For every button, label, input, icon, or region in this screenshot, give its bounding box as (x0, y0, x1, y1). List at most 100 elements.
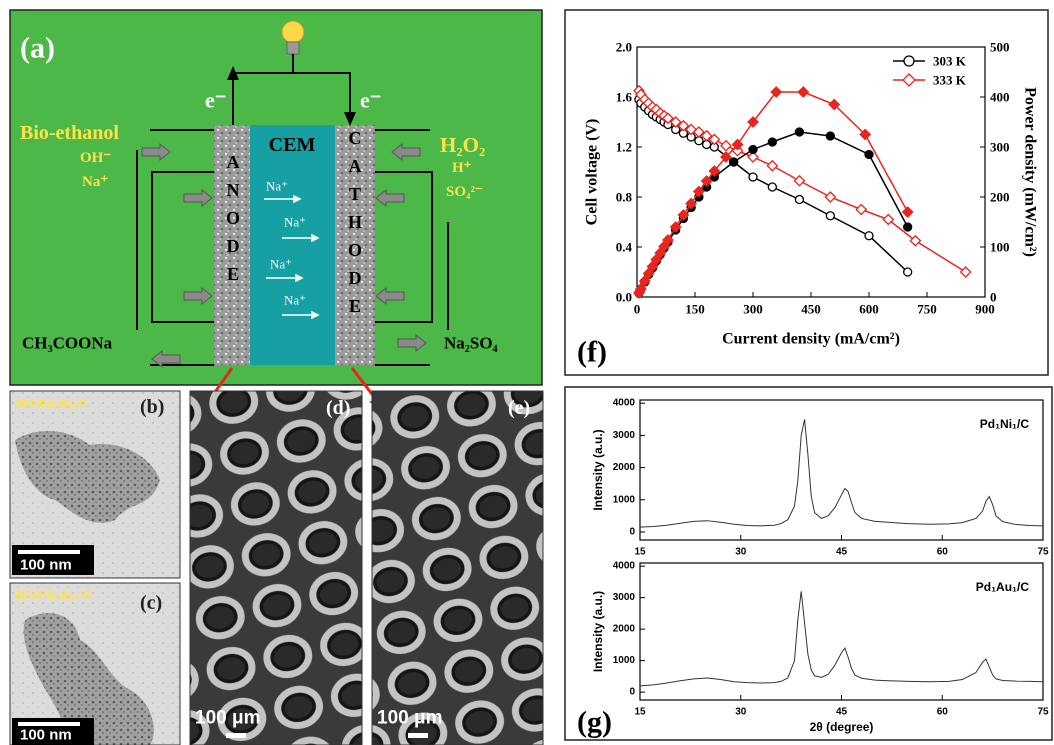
legend-label: 303 K (933, 54, 967, 69)
y-tick-label: 0.0 (616, 290, 632, 305)
scale-label: 100 nm (20, 727, 72, 744)
panel-label: (f) (577, 336, 607, 369)
sample-label: 50%Pd₁Au₁/C (15, 588, 93, 602)
cathode-feed: H₂O₂ (440, 133, 485, 157)
marker (904, 268, 912, 276)
micrograph-e: (e) 100 μm (372, 391, 543, 745)
anode-label: ANODE (223, 152, 243, 292)
micrograph-b: 30%Pd₁Ni₁/C (b) 100 nm (10, 391, 180, 578)
marker (768, 183, 776, 191)
cathode-ion: H⁺ (452, 160, 472, 176)
scale-bar (18, 722, 80, 726)
y-tick-label: 1.2 (616, 140, 632, 155)
y-tick-label: 1.6 (616, 90, 633, 105)
marker (749, 146, 757, 154)
x-tick-label: 60 (937, 707, 949, 718)
x-tick-label: 30 (735, 547, 747, 558)
y-axis-label: Intensity (a.u.) (591, 591, 605, 672)
y-tick-label: 4000 (613, 561, 636, 572)
y-tick-label: 1000 (613, 494, 636, 505)
y2-tick-label: 100 (990, 240, 1010, 255)
x-tick-label: 60 (937, 547, 949, 558)
y2-axis-label: Power density (mW/cm²) (1022, 87, 1039, 257)
membrane-label: CEM (269, 134, 316, 156)
x-tick-label: 150 (685, 302, 705, 317)
figure: (a) e⁻ e⁻ CEM ANODE CATHODE Na⁺ Na⁺ Na⁺ … (0, 0, 1054, 745)
annotation: Pd₁Ni₁/C (980, 417, 1030, 431)
marker (794, 176, 804, 186)
x-tick-label: 300 (743, 302, 763, 317)
y-tick-label: 0.8 (616, 190, 633, 205)
micrograph-d: (d) 100 μm (190, 391, 362, 745)
y-tick-label: 2.0 (616, 40, 632, 55)
marker (865, 151, 873, 159)
ion-label: Na⁺ (266, 179, 288, 194)
panel-label: (b) (140, 396, 164, 418)
anode-ion: OH⁻ (80, 150, 111, 166)
scale-bar (408, 733, 428, 738)
ion-label: Na⁺ (284, 293, 306, 308)
series-line (640, 591, 1043, 685)
y-tick-label: 3000 (613, 592, 636, 603)
y-axis-label: Intensity (a.u.) (591, 429, 605, 510)
y-tick-label: 0.4 (616, 240, 633, 255)
electron-label: e⁻ (360, 88, 381, 113)
x-tick-label: 0 (634, 302, 641, 317)
legend-marker (904, 56, 914, 66)
ion-label: Na⁺ (270, 257, 292, 272)
marker (961, 267, 971, 277)
y-tick-label: 0 (629, 526, 635, 537)
x-tick-label: 45 (836, 707, 848, 718)
electron-label: e⁻ (205, 88, 226, 113)
scale-label: 100 nm (20, 557, 72, 574)
anode-ion: Na⁺ (82, 174, 108, 190)
marker (749, 173, 757, 181)
y-tick-label: 4000 (613, 398, 636, 409)
panel-label: (e) (508, 397, 530, 419)
membrane (250, 125, 335, 365)
panel-a: (a) e⁻ e⁻ CEM ANODE CATHODE Na⁺ Na⁺ Na⁺ … (10, 10, 542, 385)
scale-bar (18, 550, 80, 554)
y2-tick-label: 300 (990, 140, 1010, 155)
marker (795, 128, 803, 136)
y-tick-label: 1000 (613, 655, 636, 666)
y2-tick-label: 0 (990, 290, 997, 305)
series-line (640, 419, 1043, 527)
marker (904, 223, 912, 231)
image (190, 391, 362, 745)
x-tick-label: 30 (735, 707, 747, 718)
legend-label: 333 K (933, 73, 967, 88)
anode-product: CH₃COONa (22, 334, 113, 353)
y2-tick-label: 200 (990, 190, 1010, 205)
x-tick-label: 600 (859, 302, 879, 317)
annotation: Pd₁Au₁/C (976, 580, 1030, 594)
cathode-ion: SO₄²⁻ (446, 184, 483, 200)
marker (826, 212, 834, 220)
scale-label: 100 μm (195, 708, 261, 729)
y-tick-label: 3000 (613, 430, 636, 441)
panel-label: (c) (140, 592, 162, 614)
panel-label: (d) (326, 397, 350, 419)
marker (703, 141, 711, 149)
marker (825, 192, 835, 202)
x-tick-label: 750 (917, 302, 937, 317)
y-tick-label: 2000 (613, 462, 636, 473)
scale-bar (226, 733, 246, 738)
y-tick-label: 0 (629, 687, 635, 698)
y2-tick-label: 500 (990, 40, 1010, 55)
marker (730, 158, 738, 166)
x-tick-label: 15 (634, 707, 646, 718)
y-axis-label: Cell voltage (V) (584, 119, 601, 226)
panel-label: (a) (20, 32, 55, 65)
sample-label: 30%Pd₁Ni₁/C (15, 397, 89, 411)
marker (795, 196, 803, 204)
x-tick-label: 45 (836, 547, 848, 558)
x-tick-label: 75 (1037, 707, 1049, 718)
scale-label: 100 μm (377, 708, 443, 729)
x-axis-label: Current density (mA/cm²) (722, 331, 900, 348)
marker (826, 132, 834, 140)
marker (903, 207, 913, 217)
marker (767, 161, 777, 171)
marker (798, 87, 808, 97)
